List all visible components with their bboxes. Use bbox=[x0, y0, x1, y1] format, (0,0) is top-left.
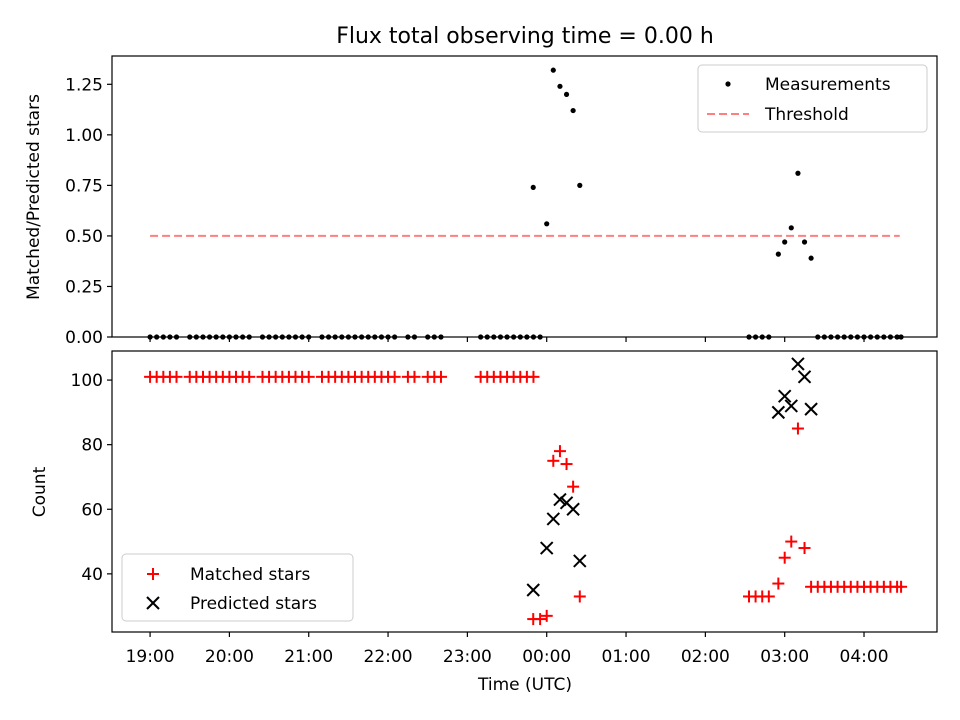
top-y-tick-label: 1.00 bbox=[65, 126, 103, 146]
measurement-point bbox=[801, 239, 808, 245]
top-y-tick-label: 0.75 bbox=[65, 176, 103, 196]
legend-matched-marker bbox=[147, 568, 159, 580]
matched-star-point bbox=[573, 590, 586, 603]
bottom-y-tick-label: 80 bbox=[81, 436, 103, 456]
top-x-axis-ticks bbox=[149, 337, 865, 342]
x-tick-label: 23:00 bbox=[443, 647, 492, 667]
matched-star-point bbox=[434, 370, 447, 383]
bottom-plot-marks bbox=[144, 357, 908, 626]
measurement-point bbox=[808, 255, 814, 261]
matched-star-point bbox=[560, 458, 573, 471]
predicted-star-point bbox=[797, 370, 812, 384]
legend-predicted-label: Predicted stars bbox=[190, 594, 317, 614]
legend-predicted-marker bbox=[146, 596, 160, 610]
top-legend: Measurements Threshold bbox=[697, 64, 928, 133]
predicted-star-point bbox=[540, 541, 554, 555]
matched-star-point bbox=[798, 542, 811, 555]
bottom-y-tick-label: 40 bbox=[81, 565, 103, 585]
predicted-star-point bbox=[566, 502, 580, 516]
top-y-axis-label: Matched/Predicted stars bbox=[24, 94, 44, 300]
x-tick-label: 01:00 bbox=[602, 647, 651, 667]
legend-threshold-label: Threshold bbox=[764, 105, 849, 125]
matched-star-point bbox=[553, 445, 566, 458]
predicted-star-point bbox=[546, 512, 561, 526]
top-y-tick-label: 0.50 bbox=[65, 227, 103, 247]
matched-star-point bbox=[895, 580, 908, 593]
x-tick-label: 20:00 bbox=[205, 647, 254, 667]
top-panel-frame bbox=[111, 55, 938, 338]
bottom-x-axis: 19:00 20:00 21:00 22:00 23:00 00:00 01:00 02:00… bbox=[126, 632, 889, 667]
top-panel: 0.00 0.25 0.50 0.75 1.00 1.25 Matched/Predict… bbox=[24, 55, 938, 348]
measurement-point bbox=[795, 170, 801, 176]
top-y-tick-label: 0.00 bbox=[65, 328, 103, 348]
matched-star-point bbox=[527, 370, 540, 383]
matched-star-point bbox=[778, 551, 791, 564]
x-axis-label: Time (UTC) bbox=[477, 675, 572, 695]
matched-star-point bbox=[243, 370, 256, 383]
bottom-y-tick-label: 100 bbox=[71, 371, 103, 391]
chart-title: Flux total observing time = 0.00 h bbox=[336, 24, 714, 49]
matched-star-point bbox=[791, 422, 804, 435]
top-y-tick-label: 1.25 bbox=[65, 75, 103, 95]
bottom-legend-frame bbox=[121, 553, 354, 622]
measurement-point bbox=[550, 67, 556, 73]
matched-star-point bbox=[170, 370, 183, 383]
x-tick-label: 02:00 bbox=[681, 647, 730, 667]
matched-star-point bbox=[762, 590, 775, 603]
bottom-y-tick-label: 60 bbox=[81, 500, 103, 520]
bottom-panel-frame bbox=[111, 350, 938, 633]
x-tick-label: 19:00 bbox=[126, 647, 175, 667]
bottom-y-axis-label: Count bbox=[30, 466, 50, 517]
predicted-star-point bbox=[526, 583, 540, 597]
x-tick-label: 00:00 bbox=[522, 647, 571, 667]
predicted-star-point bbox=[784, 399, 798, 413]
legend-matched-label: Matched stars bbox=[190, 565, 310, 585]
top-y-axis: 0.00 0.25 0.50 0.75 1.00 1.25 bbox=[65, 75, 112, 348]
matched-star-point bbox=[388, 370, 401, 383]
matched-star-point bbox=[567, 480, 580, 493]
matched-star-point bbox=[772, 577, 785, 590]
x-tick-label: 03:00 bbox=[760, 647, 809, 667]
matched-star-point bbox=[534, 613, 547, 626]
bottom-y-axis: 40 60 80 100 bbox=[71, 371, 112, 585]
matched-star-point bbox=[540, 609, 553, 622]
matched-star-point bbox=[408, 370, 421, 383]
measurement-point bbox=[570, 107, 576, 114]
bottom-legend: Matched stars Predicted stars bbox=[121, 553, 354, 622]
matched-star-point bbox=[785, 535, 798, 548]
predicted-star-point bbox=[791, 357, 805, 371]
x-tick-label: 21:00 bbox=[284, 647, 333, 667]
measurement-point bbox=[544, 221, 550, 227]
x-tick-label: 04:00 bbox=[840, 647, 889, 667]
measurement-point bbox=[788, 225, 794, 231]
predicted-star-point bbox=[771, 405, 786, 420]
measurement-point bbox=[775, 251, 781, 257]
legend-measurements-marker bbox=[725, 81, 731, 87]
measurement-point bbox=[557, 83, 563, 89]
matched-star-point bbox=[547, 454, 560, 467]
predicted-star-point bbox=[777, 389, 792, 403]
matched-star-point bbox=[302, 370, 315, 383]
top-legend-frame bbox=[697, 64, 928, 133]
measurement-point bbox=[530, 184, 536, 191]
measurement-point bbox=[563, 91, 570, 98]
legend-measurements-label: Measurements bbox=[765, 75, 891, 95]
measurement-point bbox=[577, 182, 583, 188]
top-y-tick-label: 0.25 bbox=[65, 277, 103, 297]
measurement-point bbox=[782, 239, 788, 245]
predicted-star-point bbox=[804, 402, 818, 416]
bottom-panel: 40 60 80 100 19:00 20:00 21:00 22:00 23:00 00:00… bbox=[30, 350, 938, 695]
x-tick-label: 22:00 bbox=[364, 647, 413, 667]
predicted-star-point bbox=[573, 554, 587, 568]
predicted-star-point bbox=[553, 492, 567, 507]
